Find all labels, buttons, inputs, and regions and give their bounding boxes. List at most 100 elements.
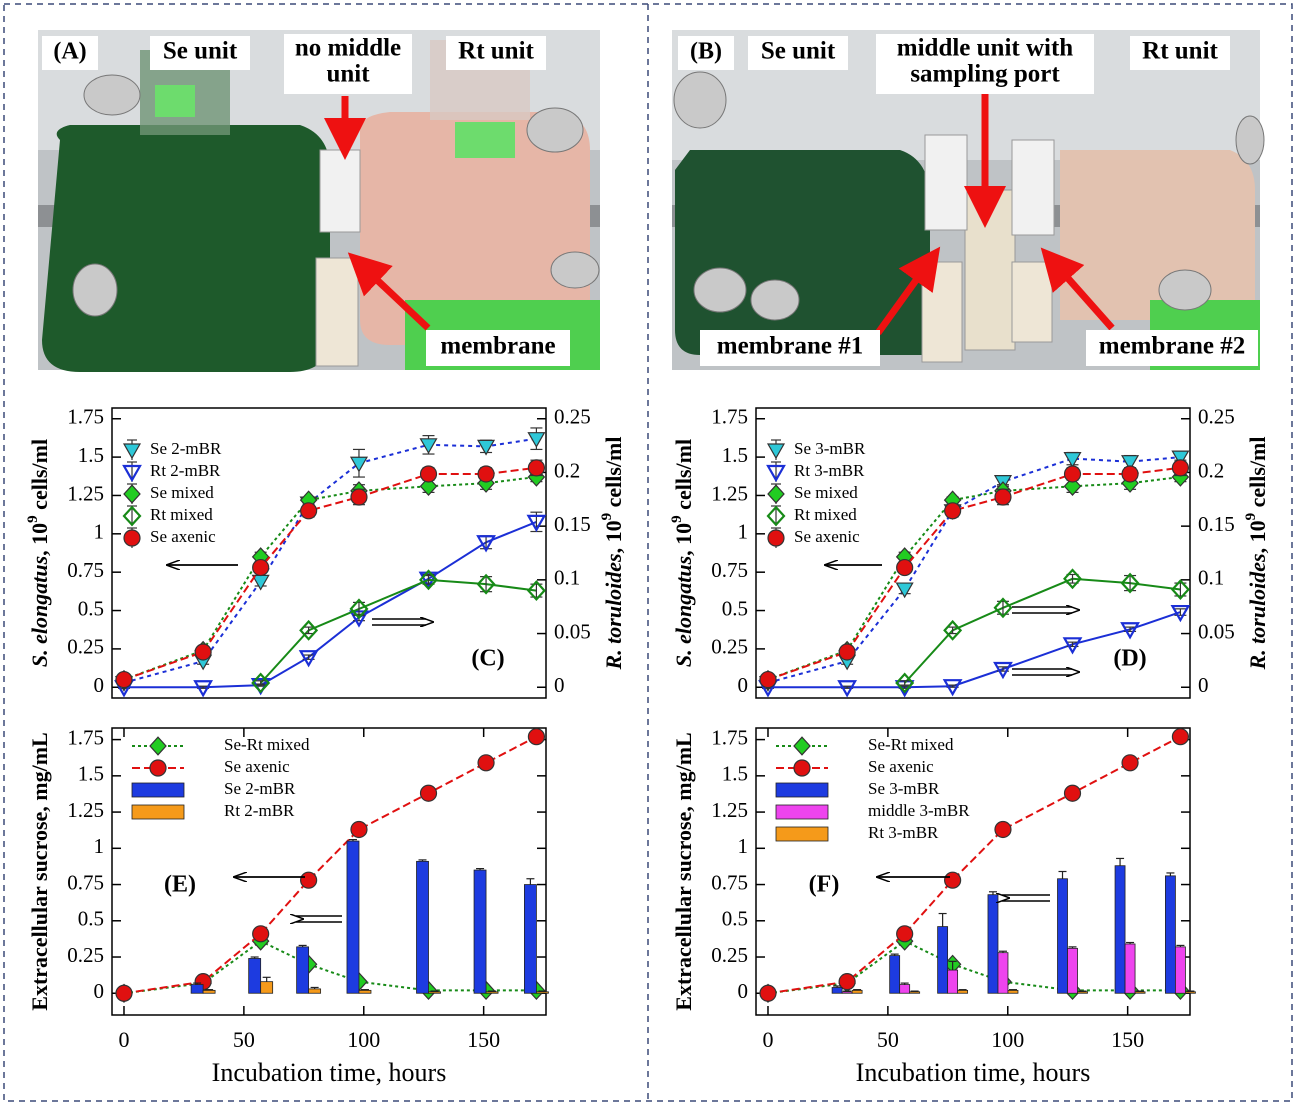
bar: [1068, 948, 1078, 993]
y-tick-label: 0.75: [711, 558, 748, 582]
bar: [429, 992, 441, 993]
y-tick-label: 0.5: [78, 907, 104, 931]
data-point: [1172, 460, 1188, 476]
y-tick-label: 0: [94, 979, 105, 1003]
legend-swatch: [132, 805, 184, 819]
data-point: [351, 821, 367, 837]
data-point: [116, 672, 132, 688]
y2-axis-label: R. toruloides, 109 cells/ml: [1243, 436, 1270, 670]
bar: [852, 990, 862, 993]
data-point: [253, 926, 269, 942]
y-axis-label: S. elongatus, 109 cells/ml: [25, 439, 52, 667]
y2-tick-label: 0.05: [554, 619, 591, 643]
data-point: [1122, 755, 1138, 771]
legend-label: Rt 3-mBR: [868, 823, 939, 842]
label-part: R. toruloides: [1245, 553, 1270, 670]
label-part: , 10: [671, 523, 696, 556]
y-axis-label: Extracellular sucrose, mg/mL: [27, 732, 52, 1010]
photo-label: unit: [326, 61, 370, 88]
bar: [203, 990, 215, 993]
bar: [1058, 879, 1068, 994]
y2-tick-label: 0: [554, 673, 565, 697]
legend-label: Rt 3-mBR: [794, 461, 865, 480]
panel-label: (B): [690, 39, 722, 65]
legend-label: Rt 2-mBR: [224, 801, 295, 820]
bar: [1165, 876, 1175, 993]
legend-marker: [768, 485, 784, 503]
y2-tick-label: 0.1: [1198, 566, 1224, 590]
y-tick-label: 1: [738, 520, 749, 544]
label-part: S. elongatus: [27, 556, 52, 667]
data-point: [478, 755, 494, 771]
y-tick-label: 0.25: [67, 943, 104, 967]
data-point: [478, 466, 494, 482]
photo-a: (A) Se unit no middle unit Rt unit membr…: [38, 30, 600, 372]
label-part: 9: [669, 515, 685, 523]
y-tick-label: 0: [94, 673, 105, 697]
x-tick-label: 0: [118, 1027, 129, 1052]
bar: [474, 870, 486, 993]
label-part: S. elongatus: [671, 556, 696, 667]
photo-label: membrane #1: [717, 333, 864, 360]
legend-label: Rt mixed: [150, 505, 213, 524]
data-point: [839, 644, 855, 660]
y-tick-label: 1: [738, 834, 749, 858]
legend-marker: [768, 530, 784, 546]
legend-marker: [150, 737, 166, 755]
legend-swatch: [776, 827, 828, 841]
y-tick-label: 0.25: [711, 635, 748, 659]
data-point: [897, 583, 913, 597]
data-point: [528, 433, 544, 447]
bar: [297, 947, 309, 993]
y-tick-label: 1: [94, 520, 105, 544]
bar: [536, 992, 548, 993]
bar: [417, 861, 429, 993]
data-point: [1172, 729, 1188, 745]
y-tick-label: 1.5: [78, 762, 104, 786]
photo-label: membrane: [440, 333, 555, 360]
bar: [1175, 947, 1185, 993]
y-tick-label: 0.25: [711, 943, 748, 967]
legend-label: Se mixed: [794, 483, 858, 502]
bar: [988, 895, 998, 994]
data-point: [760, 672, 776, 688]
x-tick-label: 100: [991, 1027, 1024, 1052]
y2-tick-label: 0.15: [1198, 512, 1235, 536]
bar: [1078, 992, 1088, 993]
legend-label: Se axenic: [794, 527, 860, 546]
y-axis-label: Extracellular sucrose, mg/mL: [671, 732, 696, 1010]
legend-label: Se axenic: [150, 527, 216, 546]
legend-marker: [794, 760, 810, 776]
panel-label: (E): [164, 872, 196, 898]
y-tick-label: 1.75: [711, 405, 748, 429]
photo-label: Rt unit: [1142, 38, 1218, 65]
photo-label: Se unit: [163, 38, 238, 65]
data-point: [351, 489, 367, 505]
photo-b: (B) Se unit middle unit with sampling po…: [672, 30, 1264, 370]
legend-label: middle 3-mBR: [868, 801, 970, 820]
bar: [524, 885, 536, 994]
legend-label: Se 3-mBR: [794, 439, 866, 458]
y-tick-label: 1.75: [67, 405, 104, 429]
legend-marker: [124, 444, 140, 458]
bar: [948, 970, 958, 993]
data-point: [897, 926, 913, 942]
legend-swatch: [132, 783, 184, 797]
legend-marker: [768, 444, 784, 458]
data-point: [995, 489, 1011, 505]
data-point: [1065, 466, 1081, 482]
data-point: [528, 729, 544, 745]
legend-label: Se mixed: [150, 483, 214, 502]
data-point: [301, 503, 317, 519]
y2-tick-label: 0: [1198, 673, 1209, 697]
x-tick-label: 100: [347, 1027, 380, 1052]
legend-marker: [124, 530, 140, 546]
data-point: [528, 460, 544, 476]
data-point: [995, 821, 1011, 837]
data-point: [421, 466, 437, 482]
y-tick-label: 0.25: [67, 635, 104, 659]
panel-label: (D): [1113, 646, 1146, 672]
photo-label: no middle: [295, 35, 401, 62]
bar: [910, 992, 920, 993]
bar: [1008, 990, 1018, 993]
